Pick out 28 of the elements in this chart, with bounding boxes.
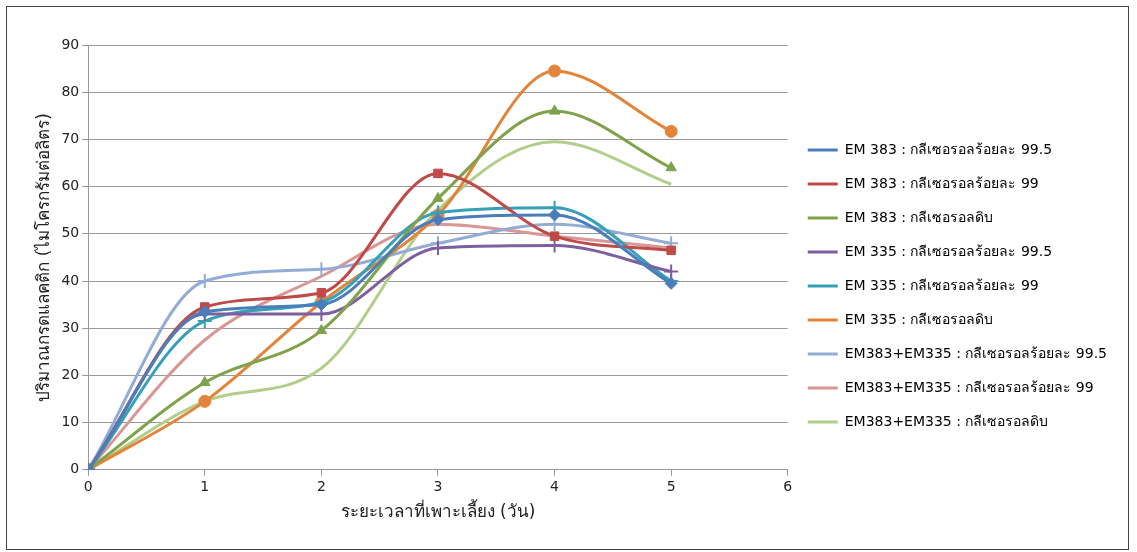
- y-tick-label: 90: [61, 35, 80, 52]
- y-tick-label: 40: [61, 271, 80, 288]
- y-tick-label: 30: [61, 318, 80, 335]
- x-tick-label: 3: [433, 477, 443, 494]
- y-tick-label: 20: [61, 366, 80, 383]
- legend-label: EM 335 : กลีเซอรอลดิบ: [844, 310, 994, 327]
- legend-label: EM 383 : กลีเซอรอลร้อยละ 99: [844, 174, 1039, 191]
- x-tick-label: 6: [783, 477, 793, 494]
- x-tick-label: 2: [316, 477, 326, 494]
- legend-label: EM 383 : กลีเซอรอลดิบ: [844, 208, 994, 225]
- y-axis-title: ปริมาณกรดแลคติก (ไมโครกรัมต่อลิตร): [32, 113, 53, 402]
- y-tick-label: 50: [61, 224, 80, 241]
- x-axis-title: ระยะเวลาที่เพาะเลี้ยง (วัน): [340, 499, 536, 522]
- y-tick-label: 60: [61, 177, 80, 194]
- x-tick-label: 0: [83, 477, 93, 494]
- y-tick-label: 0: [70, 460, 80, 477]
- legend-label: EM 383 : กลีเซอรอลร้อยละ 99.5: [844, 140, 1053, 157]
- legend-label: EM383+EM335 : กลีเซอรอลดิบ: [844, 412, 1049, 429]
- y-tick-label: 70: [61, 130, 80, 147]
- y-tick-label: 10: [61, 413, 80, 430]
- x-tick-label: 1: [200, 477, 210, 494]
- legend-label: EM383+EM335 : กลีเซอรอลร้อยละ 99.5: [844, 344, 1107, 361]
- legend-label: EM 335 : กลีเซอรอลร้อยละ 99: [844, 276, 1039, 293]
- y-tick-label: 80: [61, 82, 80, 99]
- legend-label: EM 335 : กลีเซอรอลร้อยละ 99.5: [844, 242, 1053, 259]
- x-tick-label: 5: [666, 477, 676, 494]
- x-tick-label: 4: [550, 477, 560, 494]
- legend-label: EM383+EM335 : กลีเซอรอลร้อยละ 99: [844, 378, 1094, 395]
